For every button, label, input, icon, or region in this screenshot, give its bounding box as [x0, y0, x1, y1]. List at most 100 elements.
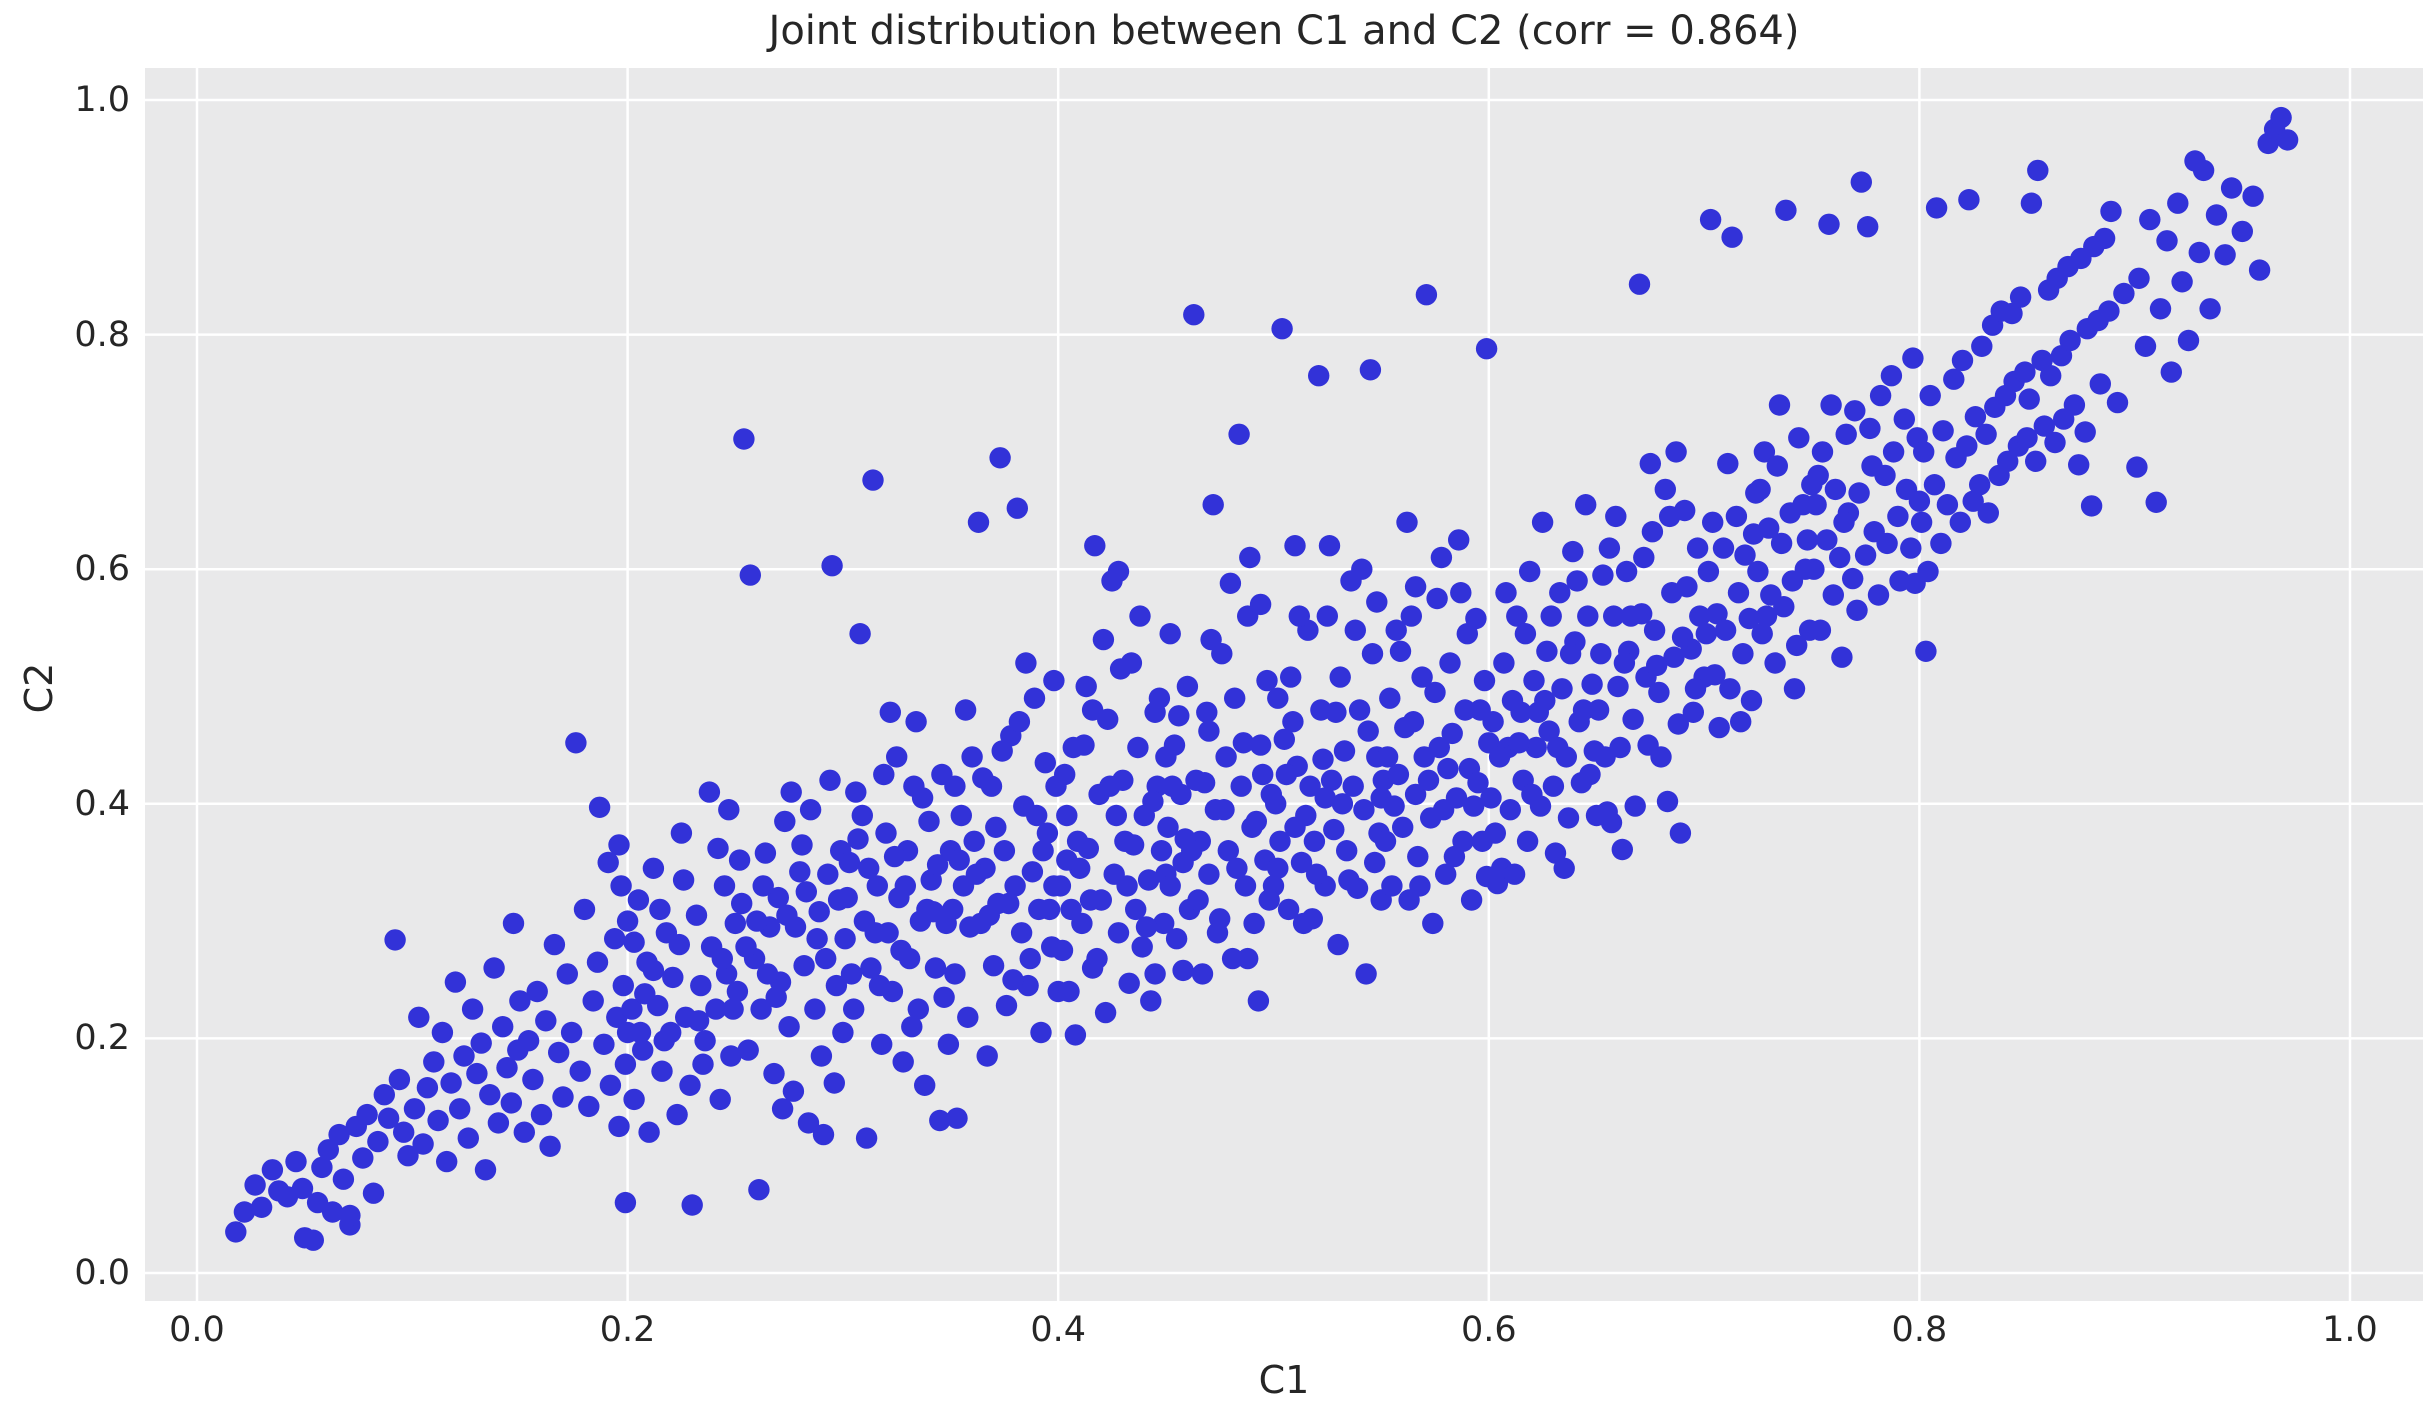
scatter-point [681, 1194, 703, 1216]
scatter-point [1764, 652, 1786, 674]
scatter-point [1831, 646, 1853, 668]
scatter-point [1187, 889, 1209, 911]
scatter-point [1613, 652, 1636, 674]
scatter-point [653, 1030, 675, 1052]
scatter-point [976, 1045, 998, 1067]
scatter-point [1441, 722, 1463, 745]
scatter-point [1714, 619, 1737, 641]
scatter-point [2044, 431, 2066, 454]
scatter-point [629, 1021, 652, 1044]
scatter-point [1019, 947, 1041, 970]
scatter-point [965, 863, 988, 885]
scatter-point [1099, 775, 1121, 797]
scatter-point [1282, 711, 1304, 733]
scatter-point [543, 933, 566, 956]
scatter-point [1730, 711, 1752, 733]
scatter-point [1460, 889, 1483, 911]
scatter-point [599, 1074, 622, 1096]
scatter-point [1516, 830, 1539, 852]
scatter-point [1357, 720, 1379, 742]
scatter-point [1417, 769, 1440, 791]
scatter-point [911, 787, 934, 809]
scatter-point [685, 904, 708, 926]
scatter-point [2231, 220, 2253, 243]
scatter-point [1671, 626, 1694, 648]
scatter-point [2027, 159, 2049, 182]
scatter-point [225, 1221, 247, 1243]
scatter-point [993, 840, 1016, 862]
scatter-point [1581, 673, 1603, 695]
scatter-point [1857, 216, 1879, 238]
scatter-point [2149, 298, 2172, 320]
scatter-point [1577, 605, 1599, 627]
scatter-point [1043, 669, 1065, 692]
scatter-point [778, 1016, 800, 1038]
scatter-point [1488, 746, 1511, 768]
scatter-point [2080, 495, 2103, 517]
scatter-point [1699, 208, 1722, 231]
scatter-point [1329, 666, 1351, 688]
scatter-point [972, 767, 994, 789]
scatter-point [2025, 450, 2047, 472]
plot-area [145, 68, 2423, 1301]
scatter-point [1181, 840, 1203, 862]
scatter-point [393, 1121, 415, 1143]
scatter-point [593, 1033, 615, 1055]
scatter-point [2126, 456, 2148, 478]
scatter-point [1867, 584, 1890, 606]
scatter-point [1226, 857, 1248, 879]
scatter-point [1426, 587, 1448, 610]
scatter-point [1598, 537, 1621, 559]
scatter-point [1228, 423, 1250, 445]
scatter-point [1342, 775, 1364, 797]
scatter-point [1775, 199, 1797, 221]
scatter-point [1407, 845, 1429, 868]
scatter-point [692, 1053, 714, 1075]
scatter-point [808, 901, 830, 923]
scatter-point [2063, 394, 2086, 416]
scatter-point [1269, 830, 1291, 852]
scatter-point [724, 912, 746, 935]
scatter-point [1495, 582, 1517, 604]
scatter-point [946, 1107, 968, 1129]
scatter-point [517, 1030, 540, 1052]
scatter-point [1538, 720, 1560, 742]
scatter-point [2276, 129, 2299, 151]
scatter-point [1445, 787, 1468, 809]
scatter-point [1153, 912, 1175, 935]
scatter-point [1299, 775, 1321, 797]
scatter-point [804, 998, 826, 1020]
scatter-point [352, 1147, 374, 1169]
scatter-point [1910, 511, 1933, 533]
scatter-point [373, 1084, 395, 1106]
scatter-point [1054, 763, 1076, 786]
scatter-point [1084, 535, 1106, 557]
scatter-point [1036, 822, 1059, 844]
scatter-point [1148, 687, 1171, 709]
scatter-point [985, 816, 1007, 838]
scatter-point [1811, 441, 1834, 463]
scatter-point [1665, 441, 1687, 463]
scatter-point [776, 904, 798, 926]
scatter-point [1704, 664, 1726, 686]
scatter-point [1383, 795, 1405, 817]
scatter-point [2205, 204, 2228, 226]
scatter-point [797, 1112, 820, 1134]
scatter-point [1366, 591, 1388, 613]
scatter-point [2106, 391, 2129, 414]
scatter-point [1587, 699, 1610, 721]
scatter-point [1026, 804, 1048, 827]
scatter-point [944, 963, 966, 985]
scatter-point [1034, 752, 1056, 774]
scatter-point [1547, 736, 1569, 759]
scatter-point [2214, 244, 2236, 266]
scatter-point [1159, 875, 1181, 897]
scatter-point [1030, 1021, 1052, 1044]
y-tick-label: 0.4 [74, 783, 130, 824]
scatter-point [1116, 875, 1138, 897]
scatter-point [1484, 822, 1507, 844]
scatter-point [1237, 947, 1259, 970]
scatter-point [666, 1103, 688, 1126]
scatter-point [1964, 406, 1987, 428]
scatter-point [782, 1080, 805, 1102]
